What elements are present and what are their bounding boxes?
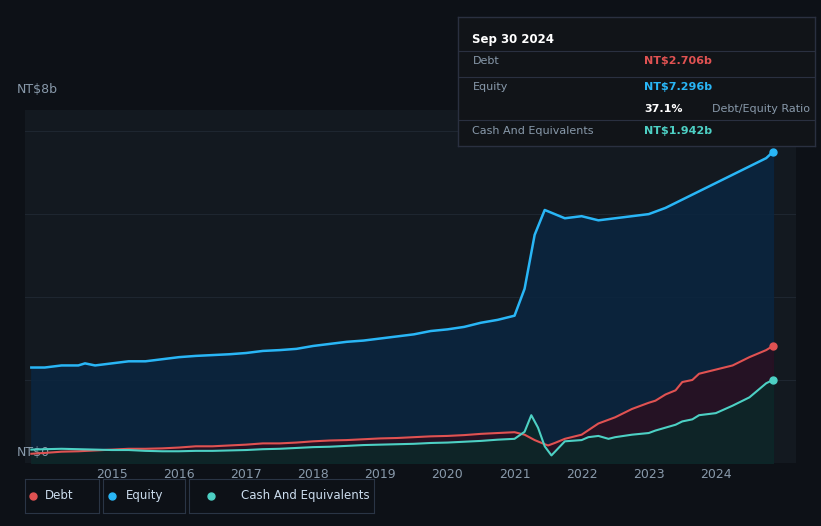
Text: Sep 30 2024: Sep 30 2024 (472, 33, 554, 46)
Text: 37.1%: 37.1% (644, 104, 682, 114)
Text: NT$2.706b: NT$2.706b (644, 56, 712, 66)
Text: NT$8b: NT$8b (17, 83, 58, 96)
Text: Cash And Equivalents: Cash And Equivalents (472, 126, 594, 136)
Text: Equity: Equity (126, 489, 163, 502)
Text: NT$7.296b: NT$7.296b (644, 82, 712, 92)
Text: Debt: Debt (472, 56, 499, 66)
Text: Equity: Equity (472, 82, 507, 92)
Text: Debt/Equity Ratio: Debt/Equity Ratio (712, 104, 810, 114)
Text: NT$0: NT$0 (17, 447, 50, 459)
Text: Debt: Debt (45, 489, 74, 502)
Text: Cash And Equivalents: Cash And Equivalents (241, 489, 369, 502)
Text: NT$1.942b: NT$1.942b (644, 126, 712, 136)
